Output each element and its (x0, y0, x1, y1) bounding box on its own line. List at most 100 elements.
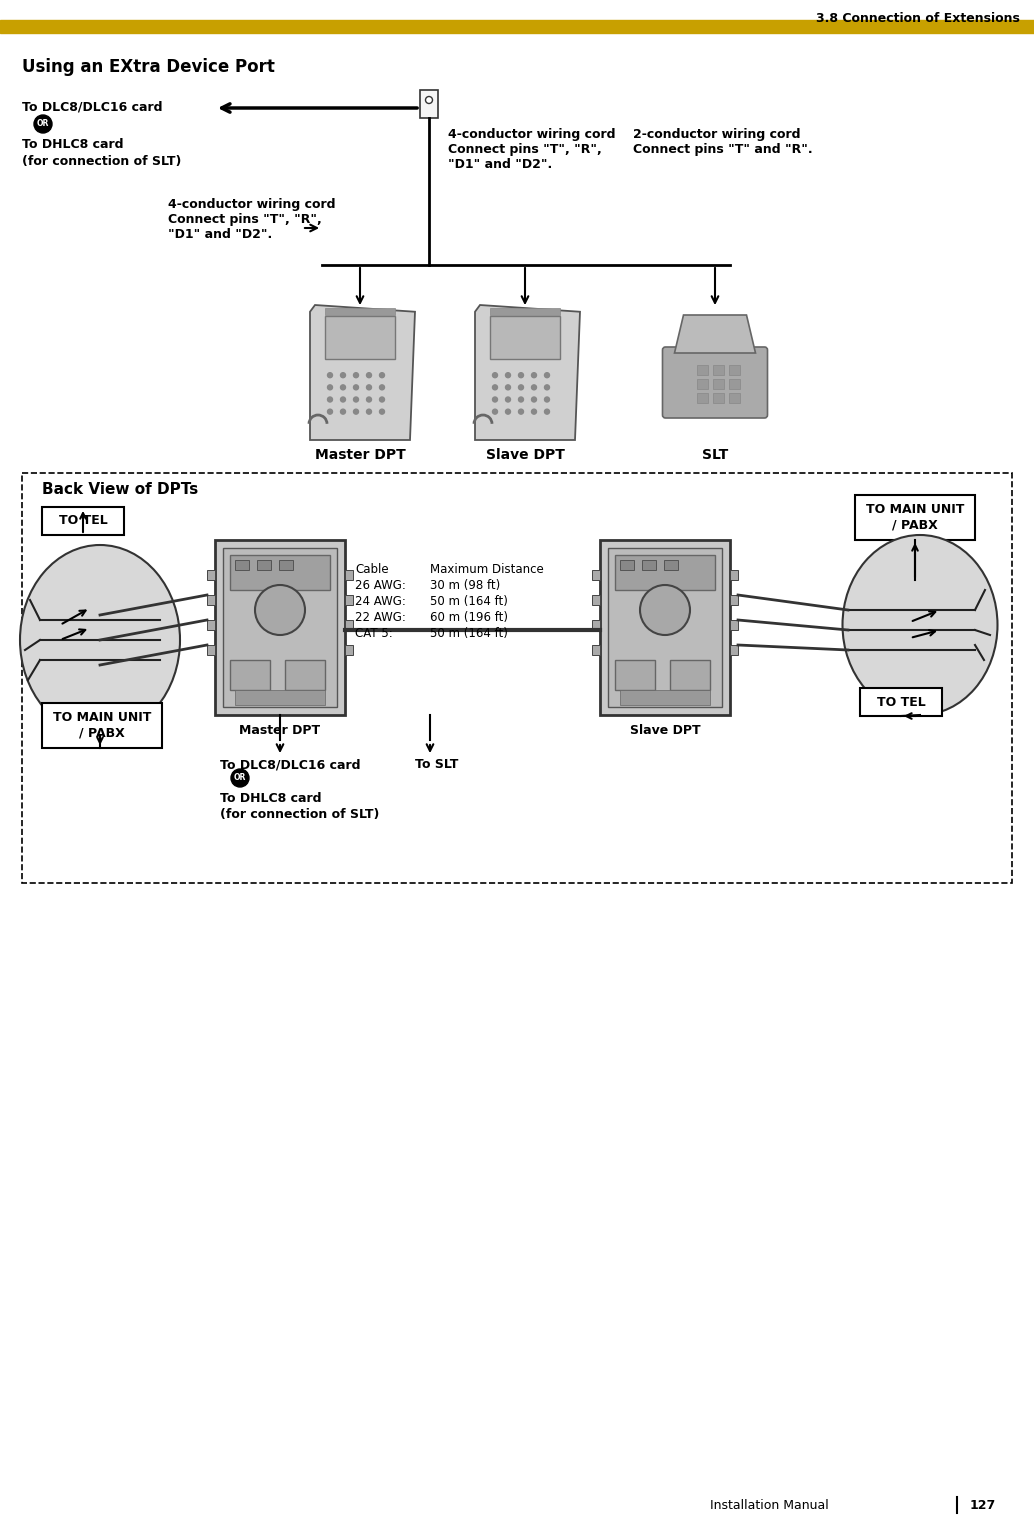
Circle shape (545, 396, 549, 403)
Bar (860, 688, 942, 715)
Bar (615, 554, 714, 589)
Text: TO MAIN UNIT
/ PABX: TO MAIN UNIT / PABX (53, 711, 151, 740)
Bar (620, 690, 710, 705)
Circle shape (328, 372, 333, 378)
Bar (0, 20, 1034, 33)
Bar (730, 595, 738, 605)
Text: Connect pins "T" and "R".: Connect pins "T" and "R". (633, 143, 813, 156)
Bar (230, 554, 330, 589)
Bar (592, 570, 600, 580)
Bar (207, 620, 215, 630)
Bar (697, 393, 708, 403)
Circle shape (531, 396, 537, 403)
Bar (279, 561, 293, 570)
Circle shape (366, 396, 371, 403)
FancyBboxPatch shape (600, 539, 730, 715)
Bar (345, 595, 353, 605)
Bar (207, 646, 215, 655)
Circle shape (366, 372, 371, 378)
Circle shape (492, 396, 497, 403)
Bar (345, 620, 353, 630)
Text: 60 m (196 ft): 60 m (196 ft) (430, 611, 508, 624)
Ellipse shape (20, 545, 180, 735)
Text: TO TEL: TO TEL (877, 696, 925, 708)
Text: Maximum Distance: Maximum Distance (430, 564, 544, 576)
Circle shape (531, 384, 537, 390)
Circle shape (506, 409, 511, 415)
Circle shape (34, 115, 52, 134)
Text: "D1" and "D2".: "D1" and "D2". (168, 228, 272, 242)
Text: Using an EXtra Device Port: Using an EXtra Device Port (22, 58, 275, 76)
Text: 3.8 Connection of Extensions: 3.8 Connection of Extensions (816, 12, 1020, 24)
Bar (642, 561, 656, 570)
Circle shape (492, 372, 497, 378)
Bar (713, 393, 724, 403)
Bar (592, 620, 600, 630)
Text: To DHLC8 card: To DHLC8 card (220, 791, 322, 805)
Bar (235, 561, 249, 570)
Circle shape (340, 372, 345, 378)
Circle shape (328, 384, 333, 390)
Circle shape (506, 396, 511, 403)
Bar (713, 380, 724, 389)
Circle shape (340, 396, 345, 403)
Bar (670, 659, 710, 690)
Bar (490, 308, 560, 314)
FancyBboxPatch shape (215, 539, 345, 715)
Bar (729, 365, 740, 375)
Text: Cable: Cable (355, 564, 389, 576)
Circle shape (518, 409, 523, 415)
Text: 127: 127 (970, 1499, 996, 1511)
Text: OR: OR (37, 120, 50, 129)
Circle shape (379, 372, 385, 378)
Circle shape (379, 384, 385, 390)
Bar (592, 595, 600, 605)
Text: (for connection of SLT): (for connection of SLT) (220, 808, 379, 820)
Circle shape (379, 396, 385, 403)
Bar (490, 316, 560, 358)
Circle shape (354, 372, 359, 378)
Text: Master DPT: Master DPT (240, 725, 321, 737)
Bar (713, 365, 724, 375)
Text: To SLT: To SLT (415, 758, 458, 772)
Bar (345, 570, 353, 580)
Circle shape (518, 384, 523, 390)
Text: 26 AWG:: 26 AWG: (355, 579, 406, 592)
Bar (42, 507, 124, 535)
Text: Master DPT: Master DPT (314, 448, 405, 462)
Bar (615, 659, 655, 690)
Circle shape (366, 384, 371, 390)
Text: Slave DPT: Slave DPT (630, 725, 700, 737)
Bar (223, 548, 337, 706)
Circle shape (231, 769, 249, 787)
Text: To DLC8/DLC16 card: To DLC8/DLC16 card (22, 100, 162, 112)
Bar (285, 659, 325, 690)
Circle shape (255, 585, 305, 635)
Bar (729, 380, 740, 389)
Bar (730, 570, 738, 580)
Circle shape (545, 409, 549, 415)
Bar (325, 316, 395, 358)
Text: 50 m (164 ft): 50 m (164 ft) (430, 627, 508, 639)
Bar (42, 703, 162, 747)
Circle shape (340, 409, 345, 415)
Polygon shape (475, 305, 580, 441)
Circle shape (492, 409, 497, 415)
Text: Connect pins "T", "R",: Connect pins "T", "R", (448, 143, 602, 156)
Text: (for connection of SLT): (for connection of SLT) (22, 155, 181, 169)
Text: "D1" and "D2".: "D1" and "D2". (448, 158, 552, 172)
Text: 24 AWG:: 24 AWG: (355, 595, 406, 608)
Bar (592, 646, 600, 655)
Bar (230, 659, 270, 690)
Bar (730, 646, 738, 655)
Circle shape (640, 585, 690, 635)
Circle shape (426, 97, 432, 103)
Text: 50 m (164 ft): 50 m (164 ft) (430, 595, 508, 608)
Text: TO MAIN UNIT
/ PABX: TO MAIN UNIT / PABX (865, 503, 964, 532)
Bar (697, 380, 708, 389)
Bar (207, 595, 215, 605)
Text: To DLC8/DLC16 card: To DLC8/DLC16 card (220, 758, 361, 772)
Text: 22 AWG:: 22 AWG: (355, 611, 406, 624)
Text: Connect pins "T", "R",: Connect pins "T", "R", (168, 213, 322, 226)
Bar (664, 561, 678, 570)
